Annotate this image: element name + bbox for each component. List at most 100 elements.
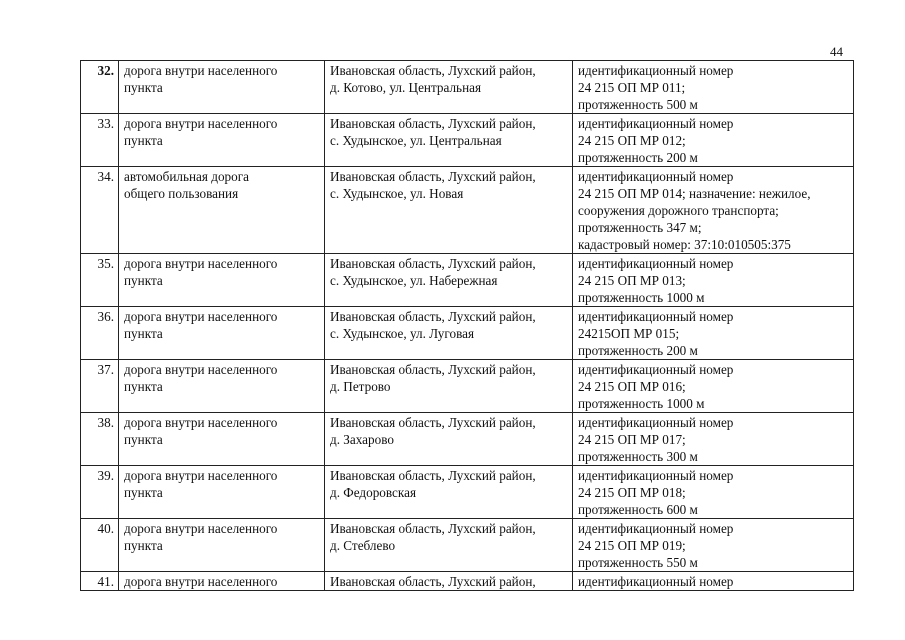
row-number: 32. bbox=[80, 60, 119, 114]
road-location: Ивановская область, Лухский район, с. Худ… bbox=[324, 306, 573, 360]
road-details-line: протяженность 550 м bbox=[578, 555, 698, 570]
table-row: 36. дорога внутри населенного пункта Иванов… bbox=[80, 306, 854, 360]
road-type: дорога внутри населенного пункта bbox=[118, 60, 325, 114]
table-row: 35. дорога внутри населенного пункта Иванов… bbox=[80, 253, 854, 307]
road-details-line: идентификационный номер bbox=[578, 256, 734, 271]
road-location-line: Ивановская область, Лухский район, bbox=[330, 309, 536, 324]
road-type-line: автомобильная дорога bbox=[124, 169, 250, 184]
table-row: 32. дорога внутри населенного пункта Иванов… bbox=[80, 60, 854, 114]
road-details: идентификационный номер 24215ОП МР 015; пр… bbox=[572, 306, 854, 360]
row-number: 35. bbox=[80, 253, 119, 307]
road-details: идентификационный номер 24 215 ОП МР 016;… bbox=[572, 359, 854, 413]
road-type-line: пункта bbox=[124, 326, 163, 341]
road-details-line: 24 215 ОП МР 019; bbox=[578, 538, 686, 553]
road-type: дорога внутри населенного пункта bbox=[118, 253, 325, 307]
road-details-line: 24 215 ОП МР 017; bbox=[578, 432, 686, 447]
road-details-line: протяженность 1000 м bbox=[578, 396, 705, 411]
road-location: Ивановская область, Лухский район, д. Пет… bbox=[324, 359, 573, 413]
road-type: дорога внутри населенного пункта bbox=[118, 412, 325, 466]
table-row: 33. дорога внутри населенного пункта Иванов… bbox=[80, 113, 854, 167]
row-number: 40. bbox=[80, 518, 119, 572]
road-location-line: Ивановская область, Лухский район, bbox=[330, 256, 536, 271]
road-details-line: идентификационный номер bbox=[578, 468, 734, 483]
road-location: Ивановская область, Лухский район, д. Фед… bbox=[324, 465, 573, 519]
road-type-line: пункта bbox=[124, 273, 163, 288]
road-type: дорога внутри населенного пункта bbox=[118, 359, 325, 413]
road-location-line: д. Петрово bbox=[330, 379, 391, 394]
road-type-line: пункта bbox=[124, 485, 163, 500]
road-location-line: Ивановская область, Лухский район, bbox=[330, 169, 536, 184]
road-location-line: Ивановская область, Лухский район, bbox=[330, 63, 536, 78]
road-type-line: пункта bbox=[124, 538, 163, 553]
row-number: 34. bbox=[80, 166, 119, 254]
row-number: 39. bbox=[80, 465, 119, 519]
road-details-line: протяженность 200 м bbox=[578, 150, 698, 165]
road-type-line: пункта bbox=[124, 133, 163, 148]
row-number: 38. bbox=[80, 412, 119, 466]
road-type: дорога внутри населенного пункта bbox=[118, 306, 325, 360]
row-number: 41. bbox=[80, 571, 119, 591]
road-details-line: протяженность 200 м bbox=[578, 343, 698, 358]
road-location-line: Ивановская область, Лухский район, bbox=[330, 574, 536, 589]
road-details-line: идентификационный номер bbox=[578, 415, 734, 430]
road-type: дорога внутри населенного пункта bbox=[118, 113, 325, 167]
road-details-line: 24 215 ОП МР 013; bbox=[578, 273, 686, 288]
table-row: 41. дорога внутри населенного Ивановская о… bbox=[80, 571, 854, 591]
road-location-line: д. Котово, ул. Центральная bbox=[330, 80, 482, 95]
road-location: Ивановская область, Лухский район, д. Зах… bbox=[324, 412, 573, 466]
road-details-line: идентификационный номер bbox=[578, 362, 734, 377]
road-details: идентификационный номер 24 215 ОП МР 018;… bbox=[572, 465, 854, 519]
road-details-line: 24 215 ОП МР 014; назначение: нежилое, bbox=[578, 186, 811, 201]
road-type-line: дорога внутри населенного bbox=[124, 574, 278, 589]
page-number: 44 bbox=[830, 44, 843, 59]
road-location-line: с. Худынское, ул. Луговая bbox=[330, 326, 475, 341]
table-row: 40. дорога внутри населенного пункта Иванов… bbox=[80, 518, 854, 572]
road-type-line: дорога внутри населенного bbox=[124, 256, 278, 271]
road-details-line: идентификационный номер bbox=[578, 521, 734, 536]
road-details-line: идентификационный номер bbox=[578, 309, 734, 324]
table-row: 34. автомобильная дорога общего пользовани… bbox=[80, 166, 854, 254]
road-type: автомобильная дорога общего пользования bbox=[118, 166, 325, 254]
road-type-line: пункта bbox=[124, 379, 163, 394]
road-location: Ивановская область, Лухский район, bbox=[324, 571, 573, 591]
row-number: 37. bbox=[80, 359, 119, 413]
road-type-line: дорога внутри населенного bbox=[124, 309, 278, 324]
road-type-line: пункта bbox=[124, 80, 163, 95]
road-location-line: Ивановская область, Лухский район, bbox=[330, 468, 536, 483]
road-type-line: дорога внутри населенного bbox=[124, 63, 278, 78]
road-type-line: дорога внутри населенного bbox=[124, 116, 278, 131]
row-number: 33. bbox=[80, 113, 119, 167]
road-details: идентификационный номер bbox=[572, 571, 854, 591]
road-location: Ивановская область, Лухский район, д. Сте… bbox=[324, 518, 573, 572]
road-details-line: кадастровый номер: 37:10:010505:375 bbox=[578, 237, 791, 252]
road-type-line: дорога внутри населенного bbox=[124, 415, 278, 430]
road-details-line: 24215ОП МР 015; bbox=[578, 326, 680, 341]
road-details-line: протяженность 500 м bbox=[578, 97, 698, 112]
road-details: идентификационный номер 24 215 ОП МР 012;… bbox=[572, 113, 854, 167]
road-details: идентификационный номер 24 215 ОП МР 014;… bbox=[572, 166, 854, 254]
road-location-line: д. Захарово bbox=[330, 432, 394, 447]
road-type-line: общего пользования bbox=[124, 186, 239, 201]
road-type-line: пункта bbox=[124, 432, 163, 447]
row-number: 36. bbox=[80, 306, 119, 360]
road-location: Ивановская область, Лухский район, д. Кот… bbox=[324, 60, 573, 114]
road-details-line: идентификационный номер bbox=[578, 574, 734, 589]
road-details-line: идентификационный номер bbox=[578, 169, 734, 184]
road-details-line: идентификационный номер bbox=[578, 63, 734, 78]
road-details-line: протяженность 600 м bbox=[578, 502, 698, 517]
road-details-line: 24 215 ОП МР 011; bbox=[578, 80, 686, 95]
road-location-line: Ивановская область, Лухский район, bbox=[330, 362, 536, 377]
table-row: 39. дорога внутри населенного пункта Иванов… bbox=[80, 465, 854, 519]
road-location-line: Ивановская область, Лухский район, bbox=[330, 521, 536, 536]
road-location-line: Ивановская область, Лухский район, bbox=[330, 415, 536, 430]
road-type-line: дорога внутри населенного bbox=[124, 468, 278, 483]
table-row: 37. дорога внутри населенного пункта Иванов… bbox=[80, 359, 854, 413]
road-location: Ивановская область, Лухский район, с. Худ… bbox=[324, 253, 573, 307]
road-details: идентификационный номер 24 215 ОП МР 011;… bbox=[572, 60, 854, 114]
road-location-line: д. Стеблево bbox=[330, 538, 396, 553]
road-location-line: Ивановская область, Лухский район, bbox=[330, 116, 536, 131]
road-details-line: идентификационный номер bbox=[578, 116, 734, 131]
road-details-line: 24 215 ОП МР 018; bbox=[578, 485, 686, 500]
road-location-line: с. Худынское, ул. Новая bbox=[330, 186, 464, 201]
